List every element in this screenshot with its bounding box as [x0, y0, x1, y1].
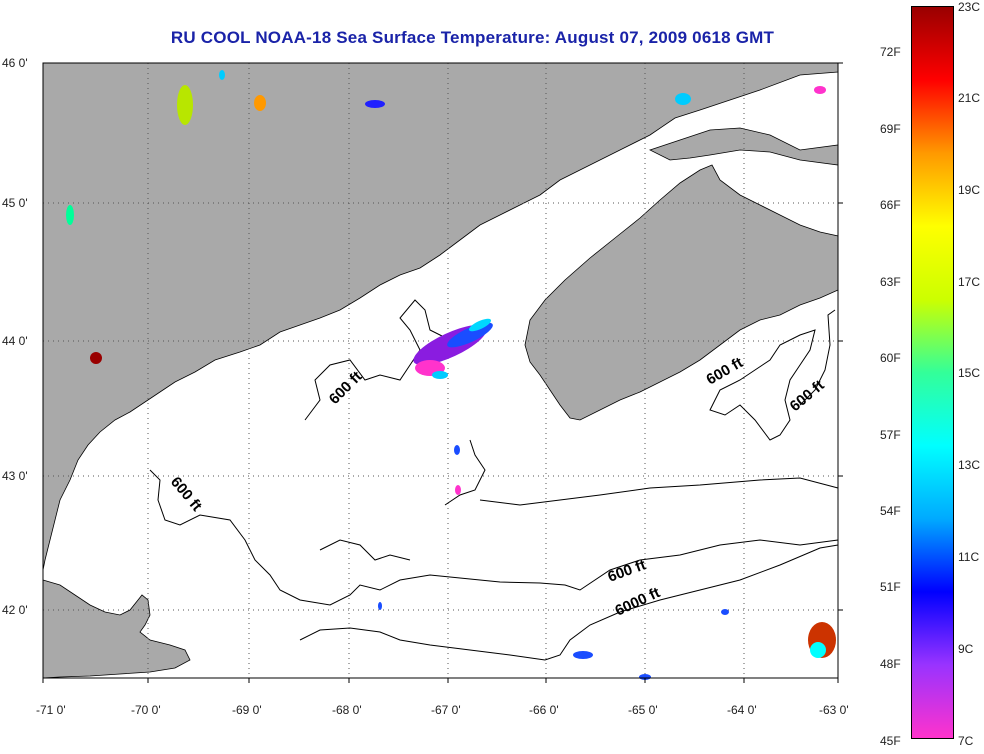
lat-label: 42 0' [2, 603, 28, 617]
sst-data-clusters [66, 70, 836, 680]
land-maine-new-brunswick [42, 62, 839, 571]
lon-label: -71 0' [36, 703, 66, 717]
fahrenheit-label: 63F [880, 275, 901, 289]
fahrenheit-label: 72F [880, 45, 901, 59]
lon-label: -64 0' [727, 703, 757, 717]
celsius-label: 13C [958, 458, 981, 472]
lat-label: 44 0' [2, 334, 28, 348]
temperature-colorbar [911, 6, 954, 739]
fahrenheit-label: 66F [880, 198, 901, 212]
celsius-label: 19C [958, 183, 981, 197]
depth-contours [149, 299, 839, 661]
lat-label: 46 0' [2, 56, 28, 70]
land-nova-scotia [524, 164, 839, 421]
celsius-label: 9C [958, 642, 974, 656]
land-cape-cod [42, 579, 191, 679]
lat-label: 45 0' [2, 196, 28, 210]
celsius-label: 7C [958, 734, 974, 748]
lon-label: -66 0' [529, 703, 559, 717]
lon-label: -70 0' [131, 703, 161, 717]
fahrenheit-label: 45F [880, 734, 901, 748]
lon-label: -68 0' [332, 703, 362, 717]
celsius-label: 21C [958, 91, 981, 105]
lon-label: -65 0' [628, 703, 658, 717]
celsius-label: 11C [958, 550, 980, 564]
fahrenheit-label: 60F [880, 351, 901, 365]
fahrenheit-label: 54F [880, 504, 901, 518]
fahrenheit-label: 57F [880, 428, 901, 442]
lat-label: 43 0' [2, 469, 28, 483]
lon-label: -69 0' [232, 703, 262, 717]
celsius-label: 23C [958, 0, 981, 14]
fahrenheit-label: 48F [880, 657, 901, 671]
lon-label: -63 0' [819, 703, 849, 717]
celsius-label: 15C [958, 366, 981, 380]
map-title: RU COOL NOAA-18 Sea Surface Temperature:… [170, 28, 775, 47]
fahrenheit-label: 69F [880, 122, 901, 136]
lon-label: -67 0' [431, 703, 461, 717]
fahrenheit-label: 51F [880, 580, 901, 594]
celsius-label: 17C [958, 275, 981, 289]
